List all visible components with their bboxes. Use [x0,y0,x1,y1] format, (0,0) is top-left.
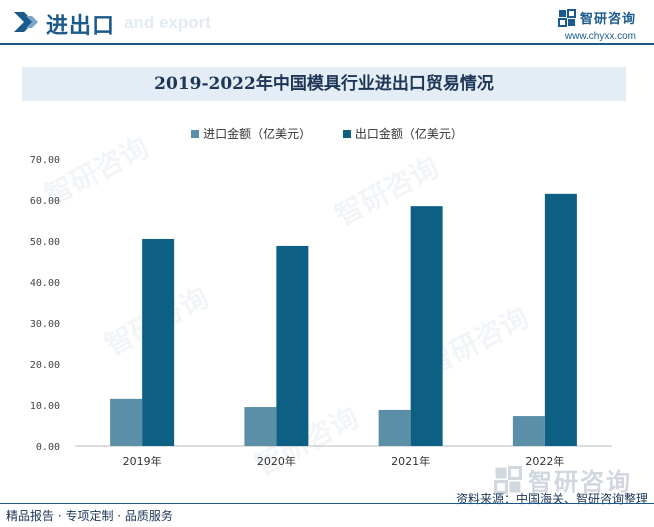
header-divider [0,43,654,45]
footer-tagline: 精品报告 · 专项定制 · 品质服务 [6,509,173,523]
legend-item-import: 进口金额（亿美元） [191,125,311,142]
header-title: 进出口 [46,14,116,39]
bar-chart: 0.00 10.00 20.00 30.00 40.00 50.00 60.00 70.00 2… [30,155,612,468]
x-tick-label: 2021年 [391,454,430,468]
source-note: 资料来源：中国海关、智研咨询整理 [455,492,648,506]
x-tick-label: 2020年 [257,454,296,468]
footer-divider [0,503,654,504]
legend: 进口金额（亿美元） 出口金额（亿美元） [0,125,654,142]
bar-import [110,398,143,446]
chart-title: 2019-2022年中国模具行业进出口贸易情况 [154,74,494,94]
chart-title-bar: 2019-2022年中国模具行业进出口贸易情况 [22,67,626,101]
x-tick-label: 2022年 [525,454,564,468]
y-tick-label: 30.00 [30,319,60,330]
bar-import [244,407,277,446]
legend-swatch-export [342,129,351,138]
brand-name: 智研咨询 [579,12,636,27]
bar-export [410,206,443,446]
header-subtitle: and export [124,13,211,32]
double-chevron-icon [14,12,38,32]
bar-export [142,238,175,446]
y-tick-label: 40.00 [30,278,60,289]
y-tick-label: 20.00 [30,360,60,371]
legend-label-export: 出口金额（亿美元） [354,127,463,141]
y-tick-label: 70.00 [30,155,60,166]
watermark-logo-icon [494,465,522,494]
bar-export [544,193,577,446]
y-tick-label: 0.00 [36,442,60,453]
legend-swatch-import [191,129,200,138]
y-tick-label: 60.00 [30,196,60,207]
header: 进出口 and export 智研咨询 www.chyxx.com [0,0,654,45]
bar-import [512,416,545,446]
y-tick-label: 50.00 [30,237,60,248]
brand-url: www.chyxx.com [564,31,636,42]
watermark-logo-text: 智研咨询 [528,468,632,496]
legend-item-export: 出口金额（亿美元） [342,125,463,142]
x-tick-label: 2019年 [123,454,162,468]
bar-import [378,409,411,446]
legend-label-import: 进口金额（亿美元） [203,127,312,141]
y-tick-label: 10.00 [30,401,60,412]
watermark-logo: 智研咨询 [494,462,632,497]
brand: 智研咨询 [557,8,636,27]
brand-logo-icon [557,8,576,27]
bar-export [276,245,309,446]
